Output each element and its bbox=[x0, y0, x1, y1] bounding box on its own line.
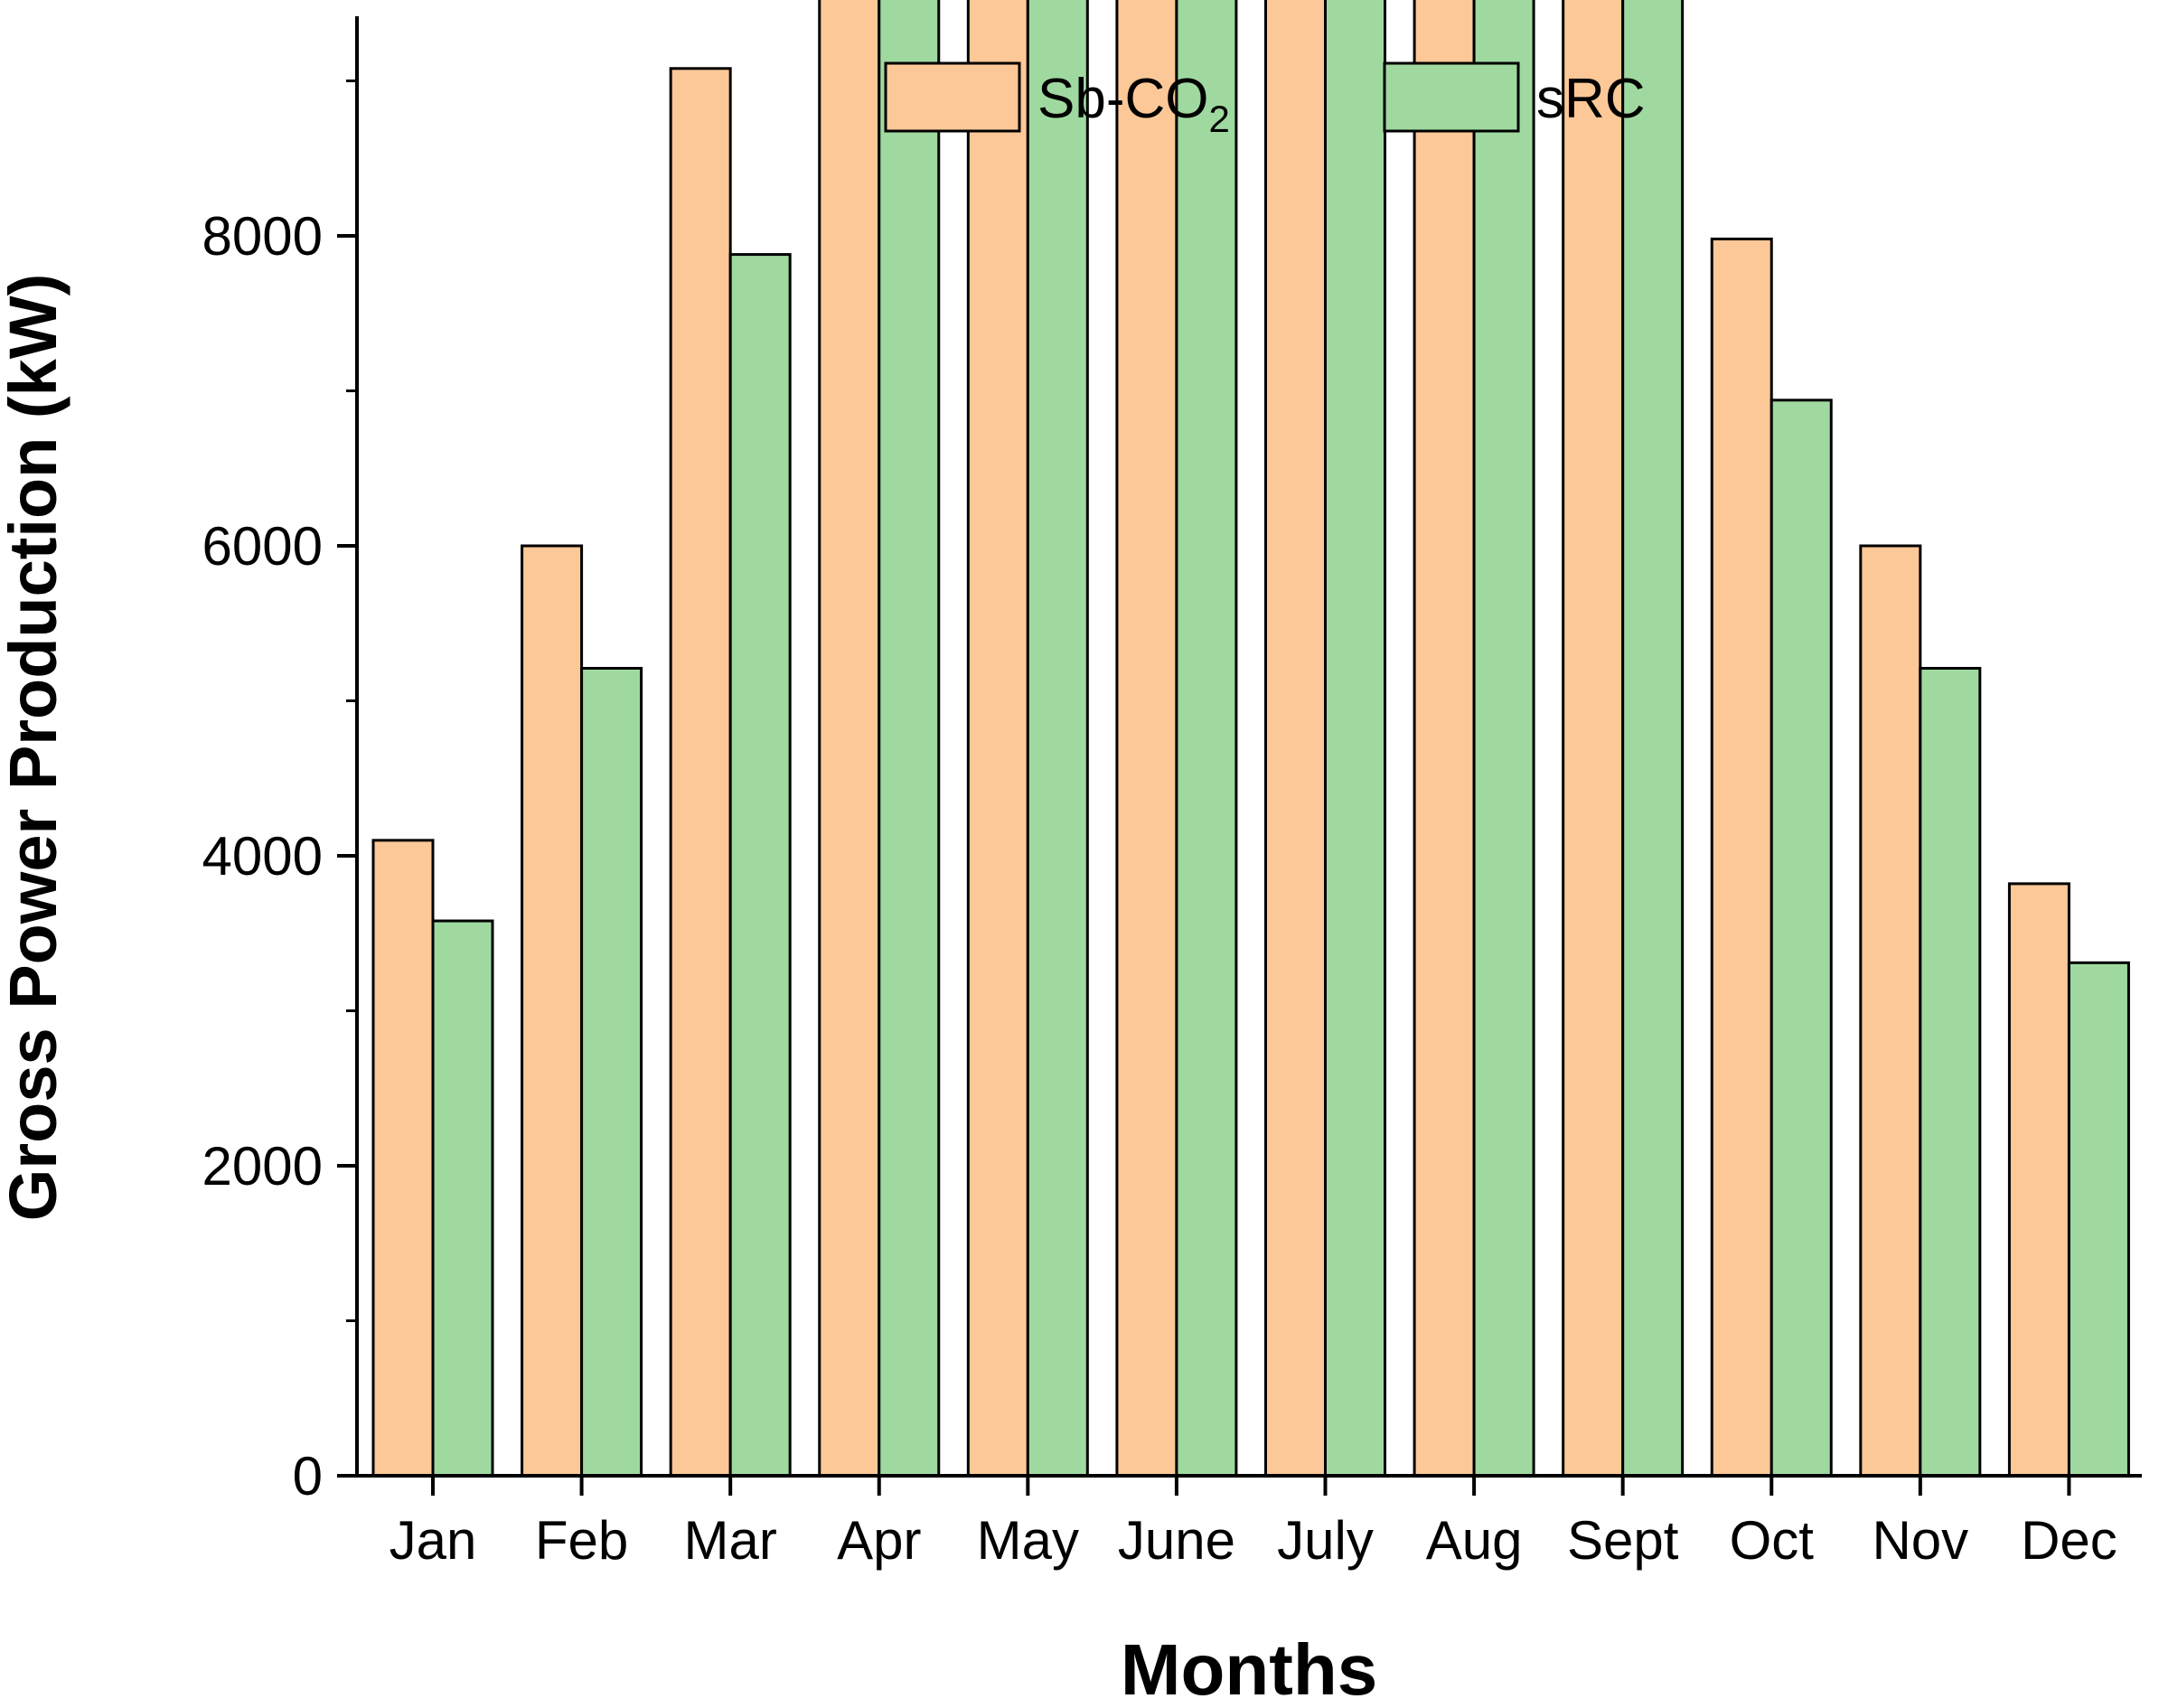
axes-group: 0200040006000800010,00012,00014,00016,00… bbox=[202, 16, 2142, 1571]
bar-src-sept bbox=[1621, 0, 1685, 1478]
bar-sb-co2-oct bbox=[1710, 237, 1773, 1478]
x-ticks-group: Jan Feb Mar Apr May June July Aug Sept Oct Nov Dec bbox=[390, 1476, 2117, 1571]
x-tick-label: Dec bbox=[2021, 1510, 2117, 1571]
bar-src-jan bbox=[431, 919, 494, 1478]
bars-group bbox=[371, 0, 2130, 1478]
bar-sb-co2-feb bbox=[521, 544, 584, 1478]
legend-label-src: sRC bbox=[1536, 68, 1646, 130]
x-tick-label: May bbox=[977, 1510, 1079, 1571]
bar-sb-co2-jan bbox=[371, 839, 435, 1478]
bar-src-nov bbox=[1919, 666, 1982, 1478]
x-tick-label: Jan bbox=[390, 1510, 477, 1571]
bar-sb-co2-aug bbox=[1413, 0, 1476, 1478]
bar-sb-co2-mar bbox=[669, 67, 732, 1478]
x-tick-label: Apr bbox=[837, 1510, 921, 1571]
x-axis-title: Months bbox=[1121, 1629, 1377, 1708]
x-tick-label: Sept bbox=[1567, 1510, 1679, 1571]
y-tick-label: 4000 bbox=[202, 826, 323, 887]
bar-src-aug bbox=[1472, 0, 1535, 1478]
x-tick-label: Aug bbox=[1426, 1510, 1523, 1571]
bar-src-oct bbox=[1769, 399, 1833, 1478]
bar-src-june bbox=[1175, 0, 1238, 1478]
bar-sb-co2-nov bbox=[1859, 544, 1922, 1478]
bar-src-mar bbox=[728, 253, 792, 1478]
x-tick-label: Nov bbox=[1872, 1510, 1968, 1571]
x-tick-label: June bbox=[1118, 1510, 1235, 1571]
bar-sb-co2-dec bbox=[2007, 882, 2070, 1478]
bar-src-july bbox=[1324, 0, 1386, 1478]
bar-sb-co2-sept bbox=[1562, 0, 1625, 1478]
bar-src-may bbox=[1026, 0, 1089, 1478]
x-tick-label: Feb bbox=[535, 1510, 628, 1571]
x-tick-label: Oct bbox=[1730, 1510, 1815, 1571]
y-tick-label: 8000 bbox=[202, 206, 323, 267]
legend-label-sb-co2: Sb-CO2 bbox=[1037, 68, 1230, 140]
bar-sb-co2-apr bbox=[818, 0, 881, 1478]
y-tick-label: 6000 bbox=[202, 516, 323, 577]
bar-src-dec bbox=[2067, 961, 2130, 1478]
x-tick-label: July bbox=[1277, 1510, 1374, 1571]
legend: Sb-CO2 sRC bbox=[884, 61, 1646, 140]
legend-swatch-sb-co2 bbox=[884, 61, 1021, 133]
y-ticks-group: 0200040006000800010,00012,00014,00016,00… bbox=[202, 80, 357, 1506]
y-tick-label: 0 bbox=[293, 1446, 323, 1506]
bar-sb-co2-june bbox=[1115, 0, 1178, 1478]
bar-src-feb bbox=[580, 666, 643, 1478]
bar-sb-co2-july bbox=[1264, 0, 1327, 1478]
y-axis-title: Gross Power Production (kW) bbox=[0, 274, 70, 1221]
legend-swatch-src bbox=[1383, 61, 1520, 133]
x-tick-label: Mar bbox=[683, 1510, 776, 1571]
bar-sb-co2-may bbox=[966, 0, 1029, 1478]
y-tick-label: 2000 bbox=[202, 1136, 323, 1197]
bar-src-apr bbox=[878, 0, 941, 1478]
